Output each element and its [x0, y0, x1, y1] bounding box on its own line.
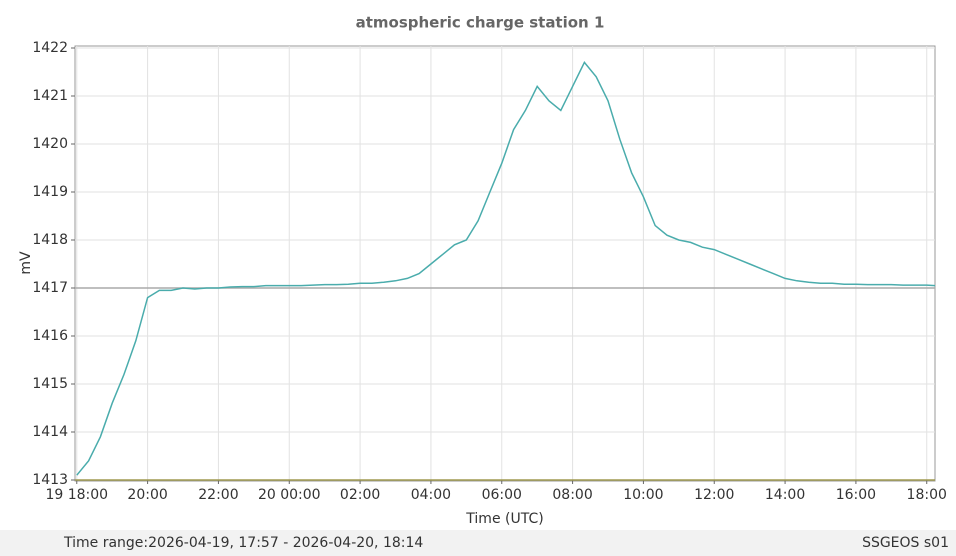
y-tick-label: 1422 [32, 40, 68, 56]
x-tick-label: 22:00 [198, 487, 238, 503]
y-tick-label: 1419 [32, 184, 68, 200]
x-tick-label: 19 18:00 [45, 487, 108, 503]
x-tick-label: 12:00 [694, 487, 734, 503]
x-tick-label: 04:00 [411, 487, 451, 503]
y-tick-label: 1421 [32, 88, 68, 104]
y-tick-label: 1417 [32, 280, 68, 296]
x-tick-label: 20:00 [127, 487, 167, 503]
footer-time-range: Time range:2026-04-19, 17:57 - 2026-04-2… [63, 535, 423, 551]
x-axis-label: Time (UTC) [465, 511, 543, 527]
data-line [76, 61, 936, 476]
y-tick-label: 1413 [32, 472, 68, 488]
x-tick-label: 14:00 [765, 487, 805, 503]
x-tick-label: 02:00 [340, 487, 380, 503]
y-axis-label: mV [18, 251, 34, 275]
footer-station: SSGEOS s01 [862, 535, 949, 551]
x-tick-label: 10:00 [623, 487, 663, 503]
y-tick-label: 1416 [32, 328, 68, 344]
footer-bar [0, 530, 956, 556]
plot-area [74, 45, 936, 482]
y-tick-label: 1420 [32, 136, 68, 152]
x-tick-label: 08:00 [552, 487, 592, 503]
y-tick-label: 1418 [32, 232, 68, 248]
x-tick-label: 16:00 [836, 487, 876, 503]
x-tick-label: 20 00:00 [258, 487, 321, 503]
y-tick-label: 1414 [32, 424, 68, 440]
y-tick-label: 1415 [32, 376, 68, 392]
x-tick-label: 18:00 [907, 487, 947, 503]
x-tick-label: 06:00 [482, 487, 522, 503]
chart-title: atmospheric charge station 1 [356, 14, 605, 32]
